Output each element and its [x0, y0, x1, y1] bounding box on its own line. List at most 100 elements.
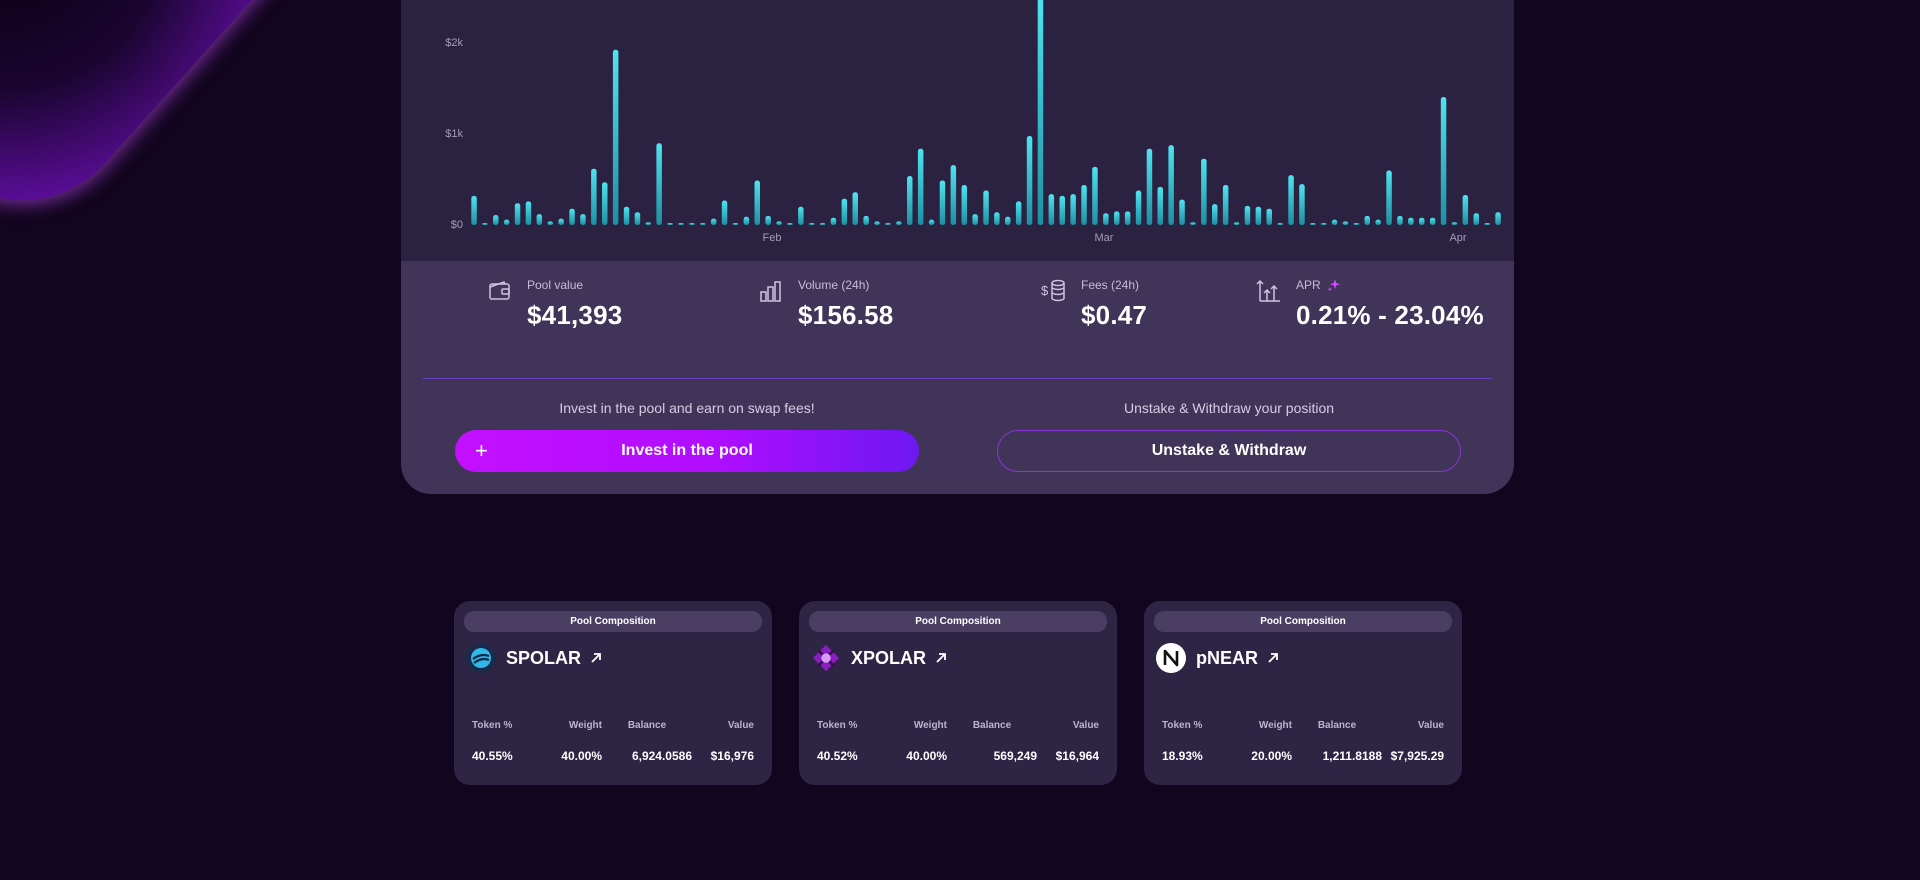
volume-bar[interactable] — [667, 223, 673, 225]
volume-bar[interactable] — [1222, 185, 1229, 225]
volume-bar[interactable] — [1386, 170, 1392, 226]
volume-bar[interactable] — [874, 221, 880, 225]
volume-bar[interactable] — [1015, 201, 1022, 225]
volume-bar[interactable] — [743, 216, 750, 225]
volume-bar[interactable] — [1005, 216, 1011, 225]
volume-bar[interactable] — [1375, 219, 1381, 225]
volume-bar[interactable] — [1146, 148, 1153, 225]
volume-bar[interactable] — [602, 182, 608, 225]
volume-bar[interactable] — [689, 223, 695, 225]
invest-button[interactable]: + Invest in the pool — [455, 430, 919, 472]
volume-bar[interactable] — [1081, 185, 1087, 225]
volume-bar[interactable] — [765, 215, 771, 225]
volume-bar[interactable] — [482, 223, 488, 225]
volume-bar[interactable] — [1190, 222, 1196, 225]
token-link-xpolar[interactable]: XPOLAR — [811, 643, 948, 673]
volume-bar[interactable] — [1484, 223, 1490, 225]
unstake-withdraw-button[interactable]: Unstake & Withdraw — [997, 430, 1461, 472]
volume-bar[interactable] — [1048, 194, 1055, 225]
volume-bar[interactable] — [732, 223, 739, 225]
volume-bar[interactable] — [634, 212, 641, 225]
volume-bar[interactable] — [819, 223, 826, 225]
volume-bar[interactable] — [896, 221, 902, 225]
volume-bar[interactable] — [1157, 186, 1164, 225]
volume-bar[interactable] — [994, 212, 1000, 225]
volume-bar[interactable] — [558, 218, 564, 225]
volume-bar[interactable] — [493, 215, 499, 225]
volume-bar[interactable] — [1408, 217, 1414, 225]
volume-bar[interactable] — [776, 221, 782, 225]
volume-bar[interactable] — [1059, 195, 1066, 225]
volume-bar[interactable] — [1473, 213, 1480, 225]
volume-bar[interactable] — [514, 203, 521, 225]
volume-bar[interactable] — [983, 190, 989, 226]
volume-bar[interactable] — [961, 185, 968, 225]
volume-bar[interactable] — [503, 219, 510, 225]
volume-bar[interactable] — [1277, 223, 1283, 225]
volume-bar[interactable] — [852, 192, 859, 225]
volume-bar[interactable] — [580, 214, 586, 225]
volume-bar[interactable] — [1092, 166, 1098, 225]
volume-bar[interactable] — [1114, 211, 1120, 225]
volume-bar[interactable] — [917, 148, 924, 225]
volume-bar[interactable] — [678, 223, 684, 225]
volume-bar[interactable] — [471, 195, 477, 225]
volume-bar[interactable] — [1255, 206, 1262, 225]
volume-bar[interactable] — [1266, 208, 1273, 225]
volume-bar[interactable] — [972, 214, 978, 225]
volume-bar[interactable] — [1168, 145, 1174, 225]
volume-bar[interactable] — [1440, 97, 1447, 225]
volume-bar[interactable] — [907, 176, 913, 225]
volume-bar[interactable] — [1201, 158, 1207, 225]
volume-bar[interactable] — [569, 208, 575, 225]
volume-bar[interactable] — [1179, 199, 1185, 225]
volume-bar[interactable] — [1429, 217, 1436, 225]
volume-bar[interactable] — [1321, 223, 1327, 225]
volume-bar[interactable] — [830, 217, 837, 225]
volume-bar[interactable] — [1070, 194, 1076, 225]
volume-bar[interactable] — [612, 49, 619, 225]
volume-bar[interactable] — [547, 221, 554, 225]
volume-bar[interactable] — [1331, 219, 1338, 225]
volume-bar[interactable] — [950, 165, 957, 225]
token-link-pnear[interactable]: pNEAR — [1156, 643, 1280, 673]
volume-bar[interactable] — [1353, 223, 1360, 225]
volume-bar[interactable] — [1397, 215, 1403, 225]
volume-bar[interactable] — [928, 219, 935, 225]
volume-bar[interactable] — [623, 206, 630, 225]
volume-bar[interactable] — [656, 143, 662, 225]
volume-bar[interactable] — [1135, 190, 1142, 226]
volume-bar[interactable] — [525, 201, 532, 225]
volume-bar[interactable] — [754, 180, 761, 226]
volume-bar[interactable] — [809, 223, 815, 225]
volume-bar[interactable] — [939, 180, 946, 226]
volume-bar[interactable] — [1233, 222, 1240, 225]
volume-bar[interactable] — [1310, 223, 1316, 225]
volume-bar[interactable] — [863, 215, 869, 225]
volume-bar[interactable] — [1364, 215, 1371, 225]
volume-bar[interactable] — [700, 223, 706, 225]
volume-bar[interactable] — [1212, 204, 1218, 225]
volume-bar[interactable] — [591, 168, 597, 225]
volume-bar[interactable] — [645, 222, 652, 225]
volume-bar[interactable] — [885, 223, 891, 225]
volume-bar[interactable] — [787, 223, 793, 225]
volume-bar[interactable] — [1288, 175, 1294, 225]
volume-bar[interactable] — [798, 206, 804, 225]
token-link-spolar[interactable]: SPOLAR — [466, 643, 603, 673]
volume-bar[interactable] — [1419, 217, 1425, 225]
sparkle-icon[interactable] — [1327, 278, 1341, 292]
volume-bar[interactable] — [536, 214, 543, 225]
volume-bar[interactable] — [1299, 184, 1305, 225]
volume-bar[interactable] — [1462, 195, 1469, 225]
volume-bar[interactable] — [1342, 221, 1349, 225]
volume-bar[interactable] — [1037, 0, 1044, 225]
volume-bar[interactable] — [1451, 222, 1458, 225]
volume-bar[interactable] — [721, 200, 728, 226]
volume-bar[interactable] — [841, 198, 848, 225]
volume-bar[interactable] — [1495, 212, 1501, 225]
volume-bar[interactable] — [1244, 205, 1251, 225]
volume-bar[interactable] — [710, 218, 717, 225]
volume-bar[interactable] — [1124, 211, 1131, 225]
volume-bar[interactable] — [1026, 136, 1033, 225]
